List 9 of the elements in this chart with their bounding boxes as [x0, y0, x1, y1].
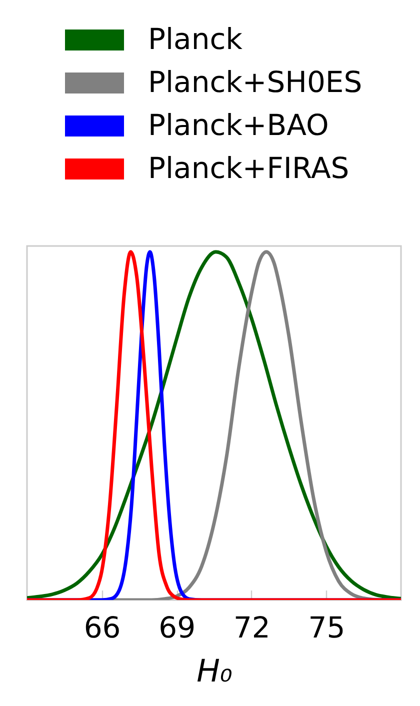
x-tick-label: 75: [308, 610, 346, 644]
legend-label: Planck+BAO: [148, 108, 329, 142]
x-axis-title: H₀: [196, 654, 232, 690]
x-tick-label: 69: [158, 610, 196, 644]
legend-label: Planck+SH0ES: [148, 65, 362, 99]
x-tick-label: 66: [84, 610, 121, 644]
x-tick-label: 72: [233, 610, 270, 644]
legend-label: Planck+FIRAS: [148, 151, 350, 185]
legend-label: Planck: [148, 22, 243, 56]
